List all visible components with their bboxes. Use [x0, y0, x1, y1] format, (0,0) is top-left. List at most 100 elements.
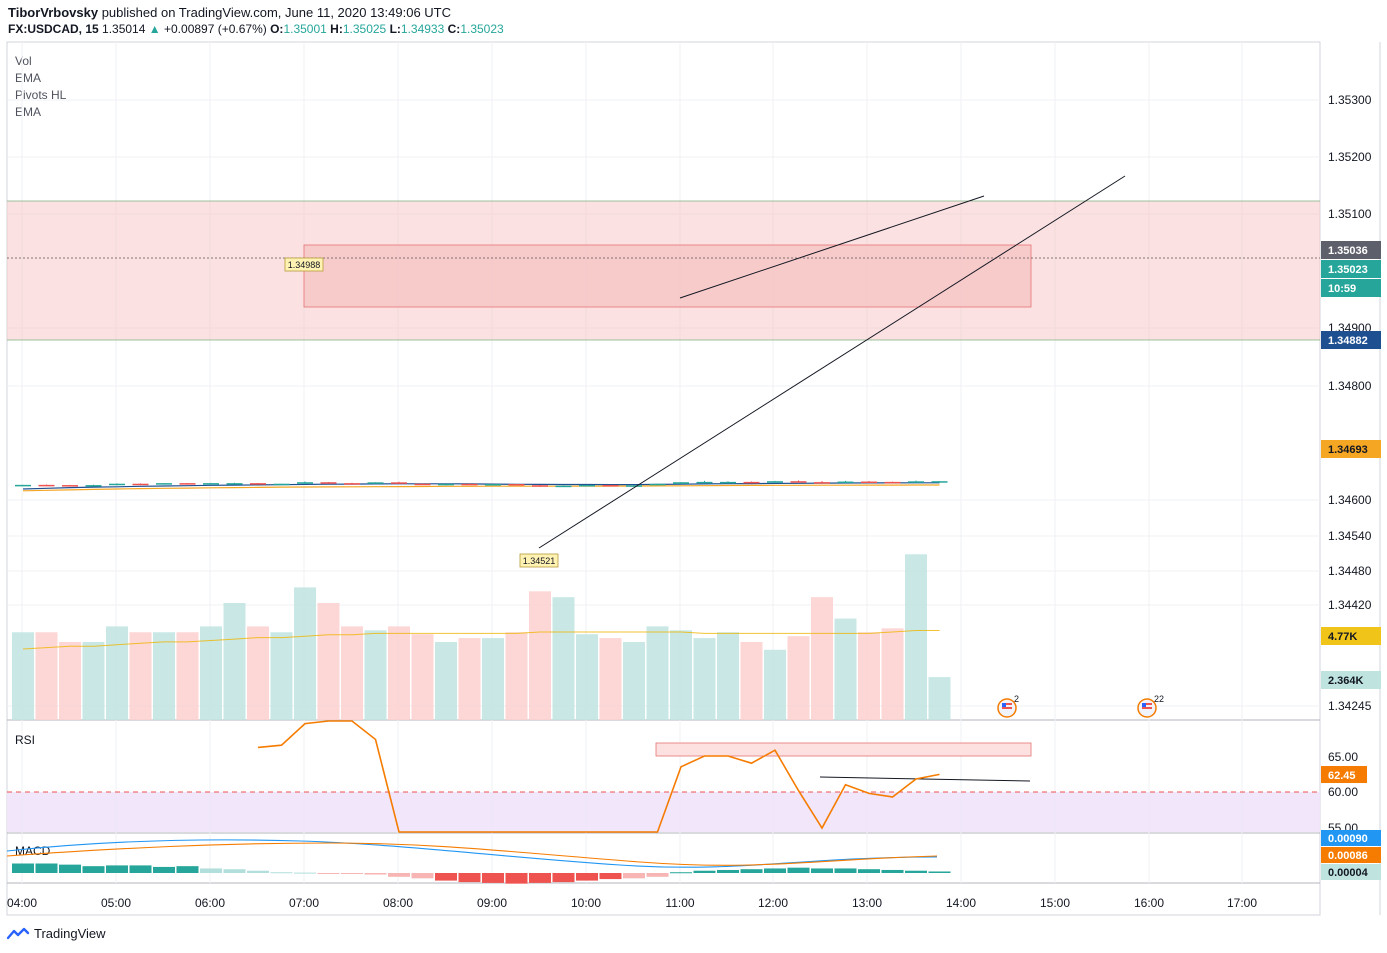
brand-name: TradingView [34, 926, 106, 941]
candle-body [767, 481, 783, 483]
time-tick-label: 08:00 [383, 896, 413, 910]
volume-bar [341, 626, 363, 720]
time-tick-label: 12:00 [758, 896, 788, 910]
candle-body [203, 483, 219, 485]
level-price-label: 1.34882 [1328, 335, 1368, 347]
macd-hist-bar [599, 873, 622, 880]
volume-bar [82, 642, 105, 720]
volume-bar [317, 603, 340, 720]
volume-bar [529, 591, 551, 720]
rsi-value-bg [1321, 766, 1367, 783]
rsi-zone [655, 742, 1032, 757]
close-value: 1.35023 [460, 22, 504, 36]
volume-bar [59, 642, 81, 720]
tradingview-logo[interactable]: TradingView [6, 926, 106, 941]
volume-bar [505, 632, 528, 720]
macd-hist-bar [552, 873, 575, 883]
flag-stripe [1142, 703, 1152, 705]
candle-body [38, 484, 55, 487]
legend-pivots[interactable]: Pivots HL [15, 88, 67, 102]
macd-hist-bar [482, 873, 504, 883]
candle-body [15, 484, 31, 487]
time-tick-label: 09:00 [477, 896, 507, 910]
rsi-line [257, 720, 940, 833]
volume-bar [576, 634, 598, 720]
pivot-low-label-box [519, 553, 559, 568]
volume-bar [176, 632, 199, 720]
ema-slow-line [22, 484, 940, 492]
rsi-title: RSI [15, 733, 35, 747]
legend-vol[interactable]: Vol [15, 54, 32, 68]
time-tick-label: 11:00 [665, 896, 694, 910]
macd-hist-bar [270, 872, 293, 874]
support-trendline [538, 175, 1126, 549]
low-value: 1.34933 [400, 22, 445, 36]
open-value: 1.35001 [283, 22, 327, 36]
candle-body [461, 483, 478, 486]
supply-zone [7, 201, 1320, 340]
macd-hist-bar [59, 864, 81, 873]
macd-hist-bar [294, 872, 316, 874]
low-label: L: [389, 22, 401, 36]
candle-body [790, 481, 807, 483]
author-name[interactable]: TiborVrbovsky [8, 5, 99, 20]
volume-bars [12, 554, 951, 720]
macd-hist-bar [364, 873, 387, 875]
volume-bar [646, 626, 669, 720]
volume-bar [787, 636, 810, 720]
volume-bar [153, 632, 175, 720]
level-price-label-bg [1321, 331, 1381, 349]
volume-bar [670, 630, 692, 720]
volume-bar [388, 626, 410, 720]
symbol-label: FX:USDCAD, 15 [8, 22, 99, 36]
volume-bar [223, 603, 246, 720]
countdown-label-bg [1321, 279, 1381, 297]
flag-stripe [1142, 707, 1152, 709]
time-tick-label: 05:00 [101, 896, 131, 910]
volume-bar [623, 642, 645, 720]
candle-body [602, 484, 619, 487]
macd-hist-bar [529, 873, 551, 883]
price-tick-label: 1.34800 [1328, 379, 1372, 393]
candle-body [297, 482, 313, 484]
macd-value-label: 0.00090 [1328, 833, 1368, 845]
rsi-trendline [819, 776, 1031, 782]
candle-body [532, 485, 548, 487]
candles [15, 480, 948, 488]
candle-body [156, 483, 172, 485]
time-tick-label: 16:00 [1134, 896, 1164, 910]
macd-hist-bar [317, 873, 340, 874]
upper-trendline [679, 195, 985, 299]
candle-body [673, 482, 689, 484]
price-tick-label: 1.34245 [1328, 699, 1372, 713]
volume-bar [364, 630, 387, 720]
macd-hist-bar [717, 869, 739, 873]
macd-hist-bar [411, 873, 434, 879]
close-label: C: [447, 22, 461, 36]
tradingview-icon [6, 927, 30, 939]
time-axis: 04:00 05:00 06:00 07:00 08:00 09:00 10:00 11:00… [7, 896, 1257, 910]
volume-bar [693, 638, 716, 720]
open-label: O: [270, 22, 284, 36]
macd-label-bg [1321, 847, 1381, 863]
macd-hist-bar [764, 868, 786, 873]
indicator-lines [22, 482, 940, 650]
last-price-label: 1.35023 [1328, 264, 1368, 276]
macd-hist-bar [458, 873, 481, 883]
candle-body [438, 483, 454, 486]
price-tick-label: 1.35100 [1328, 207, 1372, 221]
price-tick-label: 1.35300 [1328, 93, 1372, 107]
volume-bar [905, 554, 927, 720]
macd-hist-bar [787, 867, 810, 873]
flag-stripe [1002, 703, 1012, 705]
macd-hist-bar [623, 873, 645, 879]
resistance-zones [7, 200, 1320, 341]
close-price-label-bg [1321, 241, 1381, 259]
time-tick-label: 06:00 [195, 896, 225, 910]
candle-body [485, 484, 501, 486]
pivot-high-label-box [284, 257, 324, 272]
volume-ma-line [22, 630, 940, 650]
event-markers: 2 22 [997, 694, 1164, 718]
